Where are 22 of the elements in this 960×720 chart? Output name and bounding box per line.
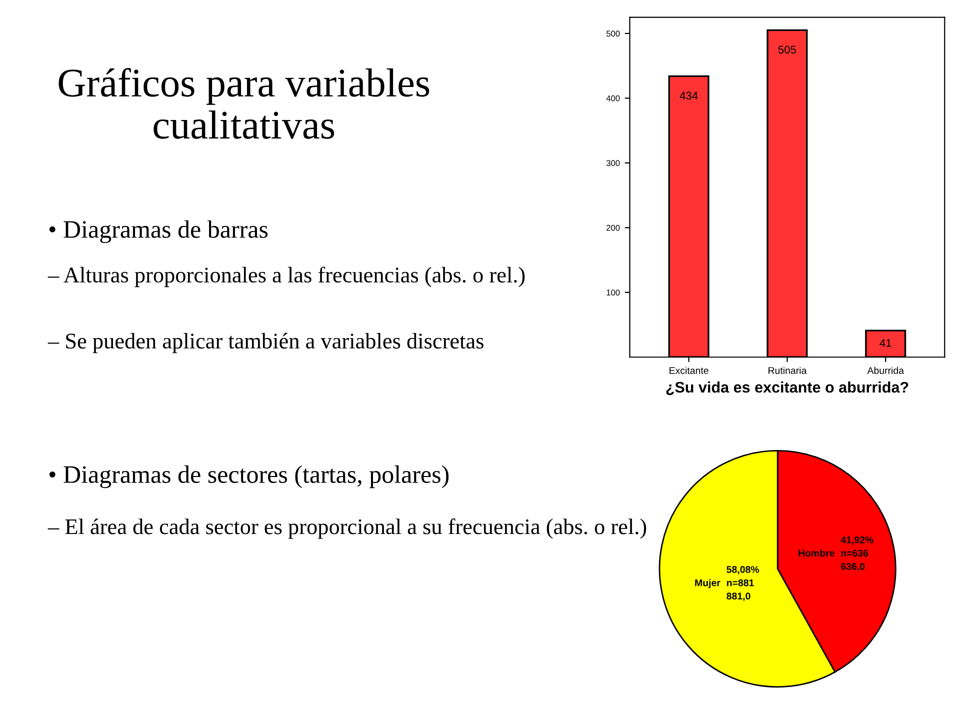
x-tick-label: Rutinaria [768, 366, 807, 374]
y-tick-label: 400 [606, 95, 620, 102]
data-label: 41 [880, 339, 892, 347]
text: • Diagramas de barras [49, 220, 268, 244]
x-tick-label: Excitante [670, 366, 708, 374]
data-label: 41,92% n=636 636,0 [840, 536, 874, 572]
text: Gráficos para variables cualitativas [58, 68, 430, 139]
slice-label: Mujer [695, 579, 720, 588]
x-axis-title: ¿Su vida es excitante o aburrida? [666, 381, 908, 396]
y-tick-label: 200 [606, 224, 620, 231]
text: – El área de cada sector es proporcional a su frecuencia (abs. o rel.) [48, 518, 646, 539]
data-label: 58,08% n=881 881,0 [726, 566, 760, 601]
y-tick-label: 100 [606, 290, 620, 296]
x-tick-label: Aburrida [867, 366, 904, 374]
text: • Diagramas de sectores (tartas, polares) [49, 465, 449, 488]
y-tick-label: 500 [606, 30, 620, 37]
slice-label: Hombre [798, 549, 834, 557]
text: – Alturas proporcionales a las frecuencias (abs. o rel.) [48, 266, 525, 288]
data-label: 505 [778, 46, 796, 54]
y-tick-label: 300 [606, 160, 620, 166]
text: – Se pueden aplicar también a variables discretas [48, 332, 484, 354]
data-label: 434 [680, 92, 698, 100]
